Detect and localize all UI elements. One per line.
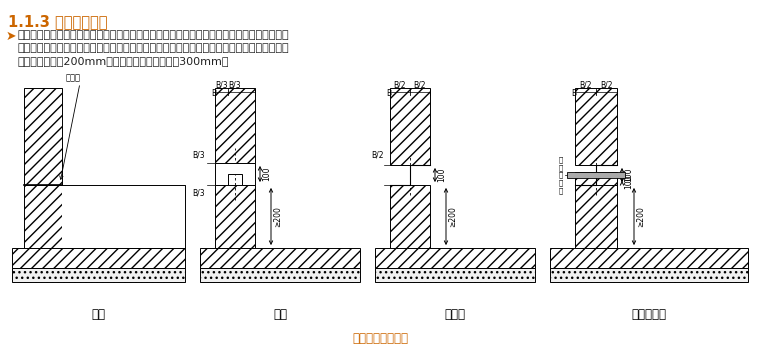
Text: B: B <box>572 89 577 98</box>
Text: ≥200: ≥200 <box>273 206 282 227</box>
Text: 距底板面不少于200mm，距穿墙孔洞边缘不少于300mm。: 距底板面不少于200mm，距穿墙孔洞边缘不少于300mm。 <box>18 56 230 66</box>
Bar <box>375 248 535 268</box>
Text: B/3: B/3 <box>193 188 205 197</box>
Bar <box>12 248 185 268</box>
Bar <box>567 172 625 178</box>
Bar <box>575 178 617 248</box>
Text: 凹缝: 凹缝 <box>273 308 287 321</box>
Bar <box>200 248 360 268</box>
Text: B: B <box>386 89 391 98</box>
Text: 平缝: 平缝 <box>91 308 106 321</box>
Text: B/3: B/3 <box>193 150 205 159</box>
Text: 100: 100 <box>437 168 446 182</box>
Bar <box>12 268 185 282</box>
Text: 直施工缝。墙体水平施工缝不应留在剪力与弯矩最大处或底板与墙体交接处，最低水平施工缝: 直施工缝。墙体水平施工缝不应留在剪力与弯矩最大处或底板与墙体交接处，最低水平施工… <box>18 43 290 53</box>
Text: B: B <box>211 89 217 98</box>
Text: 施工缝的接缝形式: 施工缝的接缝形式 <box>352 332 408 345</box>
Text: B/2: B/2 <box>372 150 385 159</box>
Text: B/2: B/2 <box>413 81 426 90</box>
Bar <box>575 88 617 165</box>
Text: ≥200: ≥200 <box>636 206 645 227</box>
Bar <box>390 88 430 165</box>
Bar <box>550 268 748 282</box>
Bar <box>215 88 255 163</box>
Text: 100: 100 <box>624 168 633 182</box>
Text: 钢板止水缝: 钢板止水缝 <box>632 308 667 321</box>
Text: 高低缝: 高低缝 <box>445 308 465 321</box>
Bar <box>575 172 617 185</box>
Bar <box>390 185 430 248</box>
Text: B/3: B/3 <box>229 81 242 90</box>
Bar <box>215 185 255 248</box>
Text: 施工缝: 施工缝 <box>66 73 81 82</box>
Text: B/2: B/2 <box>600 81 613 90</box>
Text: 100: 100 <box>262 167 271 181</box>
Bar <box>24 88 62 185</box>
Text: 施工缝：施工缝是防水薄弱部位，施工中应不留或少留。底板砼应连续浇筑，墙体不得留设垂: 施工缝：施工缝是防水薄弱部位，施工中应不留或少留。底板砼应连续浇筑，墙体不得留设… <box>18 30 290 40</box>
Text: B/2: B/2 <box>579 81 592 90</box>
Text: B/3: B/3 <box>215 81 228 90</box>
Text: 1.1.3 防水细部处理: 1.1.3 防水细部处理 <box>8 14 107 29</box>
Polygon shape <box>215 163 255 185</box>
Bar <box>550 248 748 268</box>
Text: 100: 100 <box>624 174 633 189</box>
Text: 钢
板
止
水
带: 钢 板 止 水 带 <box>559 157 563 194</box>
Bar <box>24 185 62 248</box>
Text: ≥200: ≥200 <box>448 206 457 227</box>
Bar <box>375 268 535 282</box>
Bar <box>200 268 360 282</box>
Text: B/2: B/2 <box>394 81 407 90</box>
Text: ≥200: ≥200 <box>72 205 81 228</box>
Bar <box>62 185 185 248</box>
Text: ➤: ➤ <box>6 30 17 43</box>
